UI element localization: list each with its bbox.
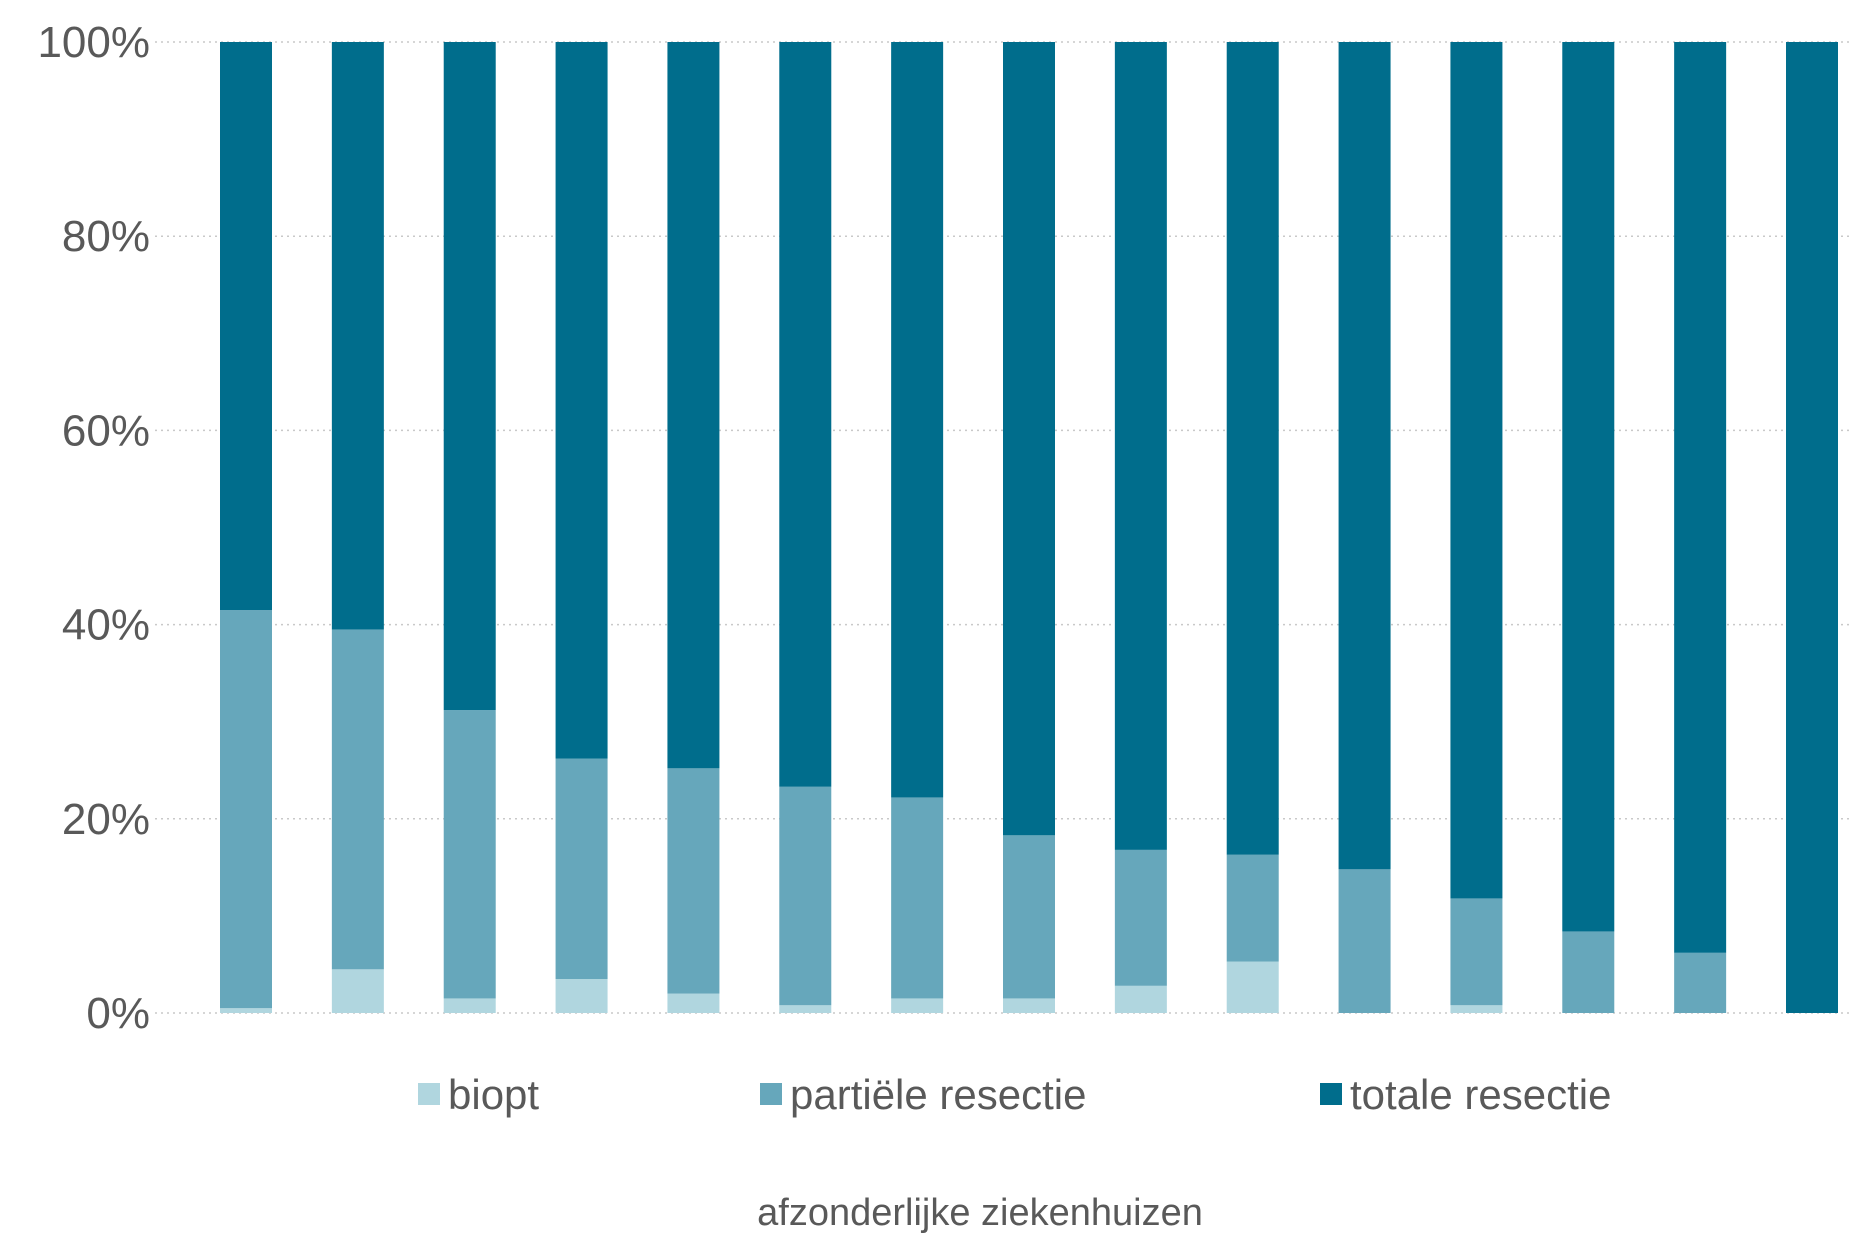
bar-segment-biopt-6 bbox=[779, 1005, 832, 1013]
legend-swatch bbox=[418, 1083, 440, 1105]
bar-segment-biopt-7 bbox=[891, 998, 944, 1013]
y-tick-label: 80% bbox=[62, 212, 150, 261]
bar-segment-totale-resectie-11 bbox=[1338, 42, 1391, 870]
bar-segment-partiële-resectie-11 bbox=[1338, 869, 1391, 1013]
legend-label: totale resectie bbox=[1350, 1071, 1611, 1118]
bar-segment-totale-resectie-15 bbox=[1786, 42, 1838, 1013]
y-tick-label: 20% bbox=[62, 795, 150, 844]
bar-segment-partiële-resectie-6 bbox=[779, 786, 832, 1006]
legend-swatch bbox=[760, 1083, 782, 1105]
bar-segment-partiële-resectie-10 bbox=[1226, 854, 1279, 962]
bar-segment-partiële-resectie-4 bbox=[555, 758, 608, 980]
bar-segment-totale-resectie-5 bbox=[667, 42, 720, 769]
bar-segment-totale-resectie-6 bbox=[779, 42, 832, 787]
bar-segment-biopt-3 bbox=[443, 998, 496, 1013]
bar-segment-partiële-resectie-5 bbox=[667, 768, 720, 994]
bar-segment-partiële-resectie-2 bbox=[331, 629, 384, 970]
bar-segment-totale-resectie-10 bbox=[1226, 42, 1279, 855]
gridlines bbox=[155, 41, 1850, 1014]
y-tick-label: 0% bbox=[86, 989, 150, 1038]
legend-label: biopt bbox=[448, 1071, 539, 1118]
bar-segment-biopt-9 bbox=[1114, 985, 1167, 1013]
y-tick-label: 60% bbox=[62, 406, 150, 455]
legend-swatch bbox=[1320, 1083, 1342, 1105]
bar-segment-totale-resectie-8 bbox=[1003, 42, 1055, 836]
y-tick-label: 100% bbox=[37, 18, 150, 67]
bar-segment-biopt-2 bbox=[331, 969, 384, 1013]
legend: biopt partiële resectie totale resectie bbox=[418, 1071, 1611, 1118]
bar-segment-biopt-12 bbox=[1450, 1005, 1503, 1013]
bar-segment-totale-resectie-1 bbox=[220, 42, 272, 611]
bar-segment-partiële-resectie-9 bbox=[1114, 849, 1167, 986]
bars bbox=[220, 42, 1838, 1013]
bar-segment-totale-resectie-13 bbox=[1562, 42, 1615, 932]
x-axis-title: afzonderlijke ziekenhuizen bbox=[757, 1192, 1203, 1234]
bar-segment-biopt-4 bbox=[555, 979, 608, 1013]
bar-segment-totale-resectie-7 bbox=[891, 42, 944, 798]
bar-segment-biopt-8 bbox=[1003, 998, 1055, 1013]
y-tick-label: 40% bbox=[62, 601, 150, 650]
bar-segment-totale-resectie-14 bbox=[1674, 42, 1727, 953]
bar-segment-partiële-resectie-14 bbox=[1674, 952, 1727, 1013]
bar-segment-biopt-1 bbox=[220, 1008, 272, 1013]
bar-segment-totale-resectie-2 bbox=[331, 42, 384, 630]
bar-segment-biopt-5 bbox=[667, 993, 720, 1013]
bar-segment-partiële-resectie-1 bbox=[220, 610, 272, 1009]
bar-segment-partiële-resectie-7 bbox=[891, 797, 944, 999]
bar-segment-partiële-resectie-12 bbox=[1450, 898, 1503, 1006]
legend-label: partiële resectie bbox=[790, 1071, 1086, 1118]
bar-segment-totale-resectie-12 bbox=[1450, 42, 1503, 899]
bar-segment-totale-resectie-3 bbox=[443, 42, 496, 711]
bar-segment-totale-resectie-9 bbox=[1114, 42, 1167, 850]
y-axis-tick-labels: 0% 20% 40% 60% 80% 100% bbox=[37, 18, 150, 1038]
bar-segment-biopt-10 bbox=[1226, 961, 1279, 1013]
bar-segment-partiële-resectie-3 bbox=[443, 710, 496, 999]
bar-segment-totale-resectie-4 bbox=[555, 42, 608, 759]
bar-segment-partiële-resectie-8 bbox=[1003, 835, 1055, 999]
bar-segment-partiële-resectie-13 bbox=[1562, 931, 1615, 1013]
